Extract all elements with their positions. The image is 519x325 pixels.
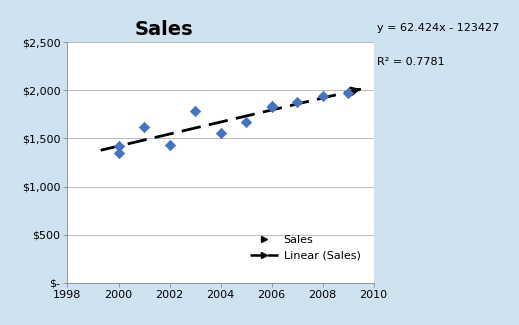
Text: Sales: Sales	[135, 20, 194, 39]
Point	[293, 99, 302, 105]
Text: R² = 0.7781: R² = 0.7781	[377, 57, 444, 67]
Point	[140, 124, 148, 129]
Legend: Sales, Linear (Sales): Sales, Linear (Sales)	[246, 231, 365, 265]
Point	[191, 108, 199, 113]
Point	[166, 143, 174, 148]
Point	[216, 130, 225, 135]
Point	[267, 103, 276, 108]
Point	[114, 144, 122, 149]
Point	[242, 120, 250, 125]
Point	[114, 150, 122, 155]
Point	[267, 104, 276, 109]
Point	[344, 91, 352, 96]
Text: y = 62.424x - 123427: y = 62.424x - 123427	[377, 23, 499, 33]
Point	[319, 94, 327, 99]
